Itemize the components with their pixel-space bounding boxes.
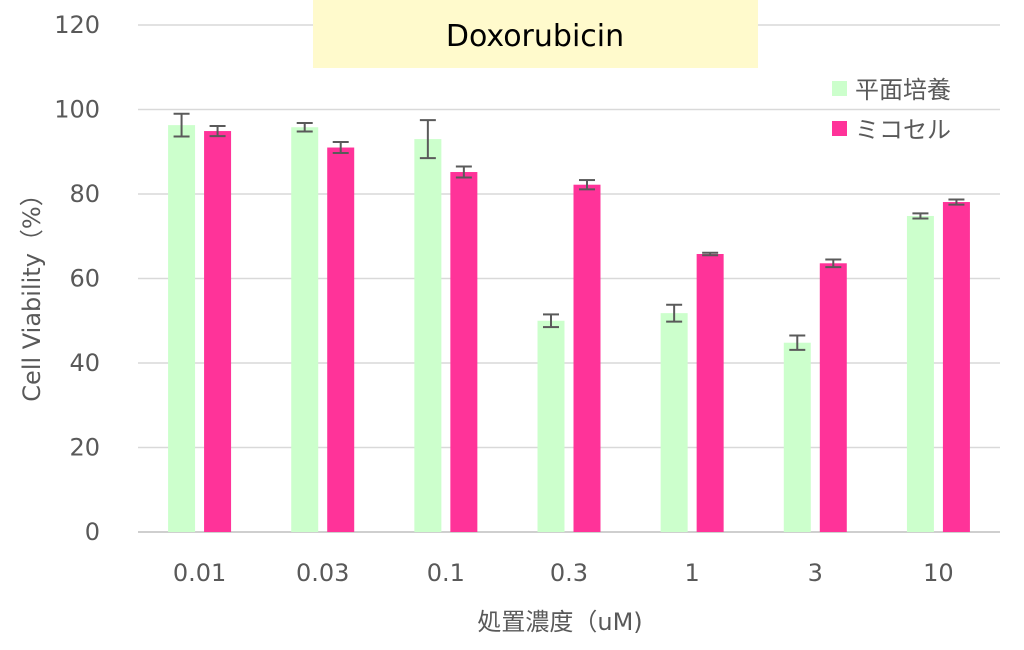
x-tick-label: 10	[923, 559, 954, 587]
bar	[291, 127, 319, 533]
legend-swatch	[832, 81, 847, 96]
y-tick-label: 120	[54, 11, 100, 39]
bar	[168, 125, 196, 532]
x-tick-labels: 0.01 0.03 0.1 0.3 1 3 10	[173, 559, 954, 587]
y-tick-label: 40	[69, 349, 100, 377]
bar	[783, 342, 811, 532]
bar	[696, 253, 724, 532]
bar	[819, 263, 847, 532]
legend-swatch	[832, 121, 847, 136]
error-bars	[173, 112, 965, 351]
bar	[537, 320, 565, 532]
y-tick-label: 20	[69, 434, 100, 462]
y-tick-label: 0	[85, 518, 100, 546]
bar	[414, 139, 442, 532]
legend-label: 平面培養	[855, 76, 951, 104]
bar	[204, 131, 232, 533]
bars	[168, 125, 970, 533]
x-tick-label: 0.1	[427, 559, 465, 587]
x-tick-label: 1	[685, 559, 700, 587]
chart-title: Doxorubicin	[446, 19, 624, 54]
y-tick-label: 80	[69, 180, 100, 208]
bar	[327, 147, 355, 532]
chart-title-background	[313, 0, 758, 68]
x-tick-label: 0.03	[296, 559, 349, 587]
bar	[660, 313, 688, 532]
bar	[906, 215, 934, 532]
gridlines	[138, 24, 1000, 533]
x-tick-label: 0.01	[173, 559, 226, 587]
x-axis-title: 処置濃度（uM)	[477, 608, 642, 636]
bar	[573, 184, 601, 532]
x-tick-label: 0.3	[550, 559, 588, 587]
bar	[942, 202, 970, 532]
bar	[450, 172, 478, 532]
y-tick-label: 100	[54, 96, 100, 124]
x-tick-label: 3	[808, 559, 823, 587]
y-tick-labels: 0 20 40 60 80 100 120	[54, 11, 100, 546]
y-tick-label: 60	[69, 265, 100, 293]
legend-label: ミコセル	[855, 116, 951, 144]
y-axis-title: Cell Viability（%）	[18, 182, 46, 401]
chart-title-box: Doxorubicin	[313, 0, 758, 68]
